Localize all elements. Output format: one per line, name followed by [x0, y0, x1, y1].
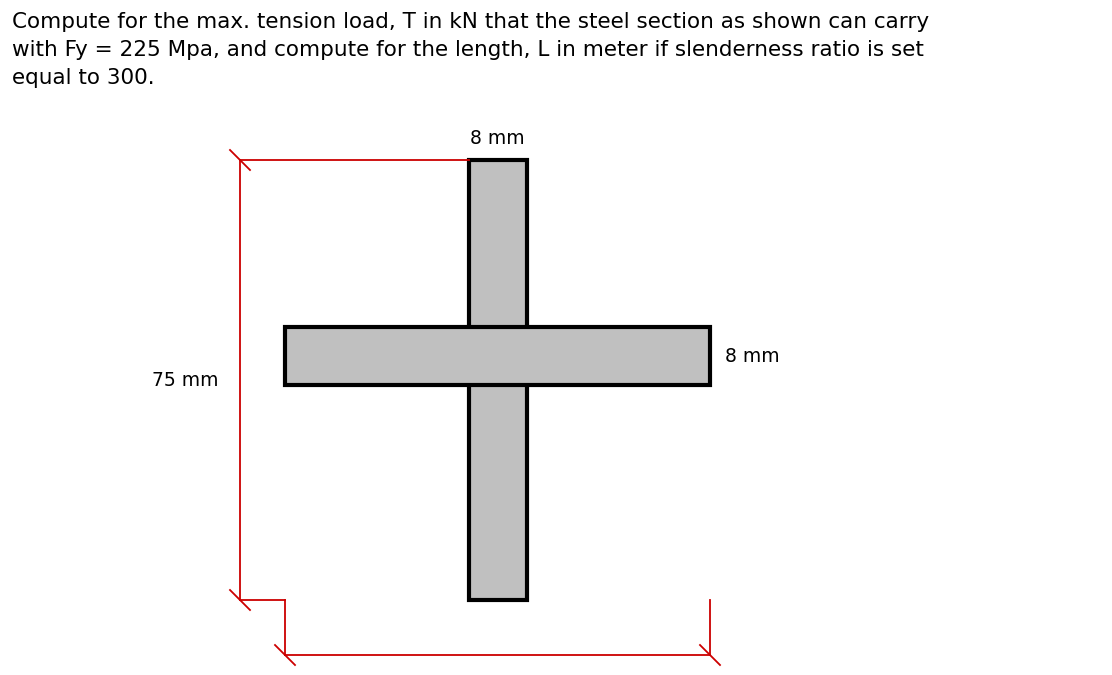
Text: Compute for the max. tension load, T in kN that the steel section as shown can c: Compute for the max. tension load, T in …: [12, 12, 930, 88]
Text: 8 mm: 8 mm: [725, 347, 780, 366]
Bar: [468, 160, 526, 600]
Text: 75 mm: 75 mm: [151, 371, 218, 389]
Bar: [285, 327, 709, 385]
Text: 8 mm: 8 mm: [470, 129, 525, 148]
